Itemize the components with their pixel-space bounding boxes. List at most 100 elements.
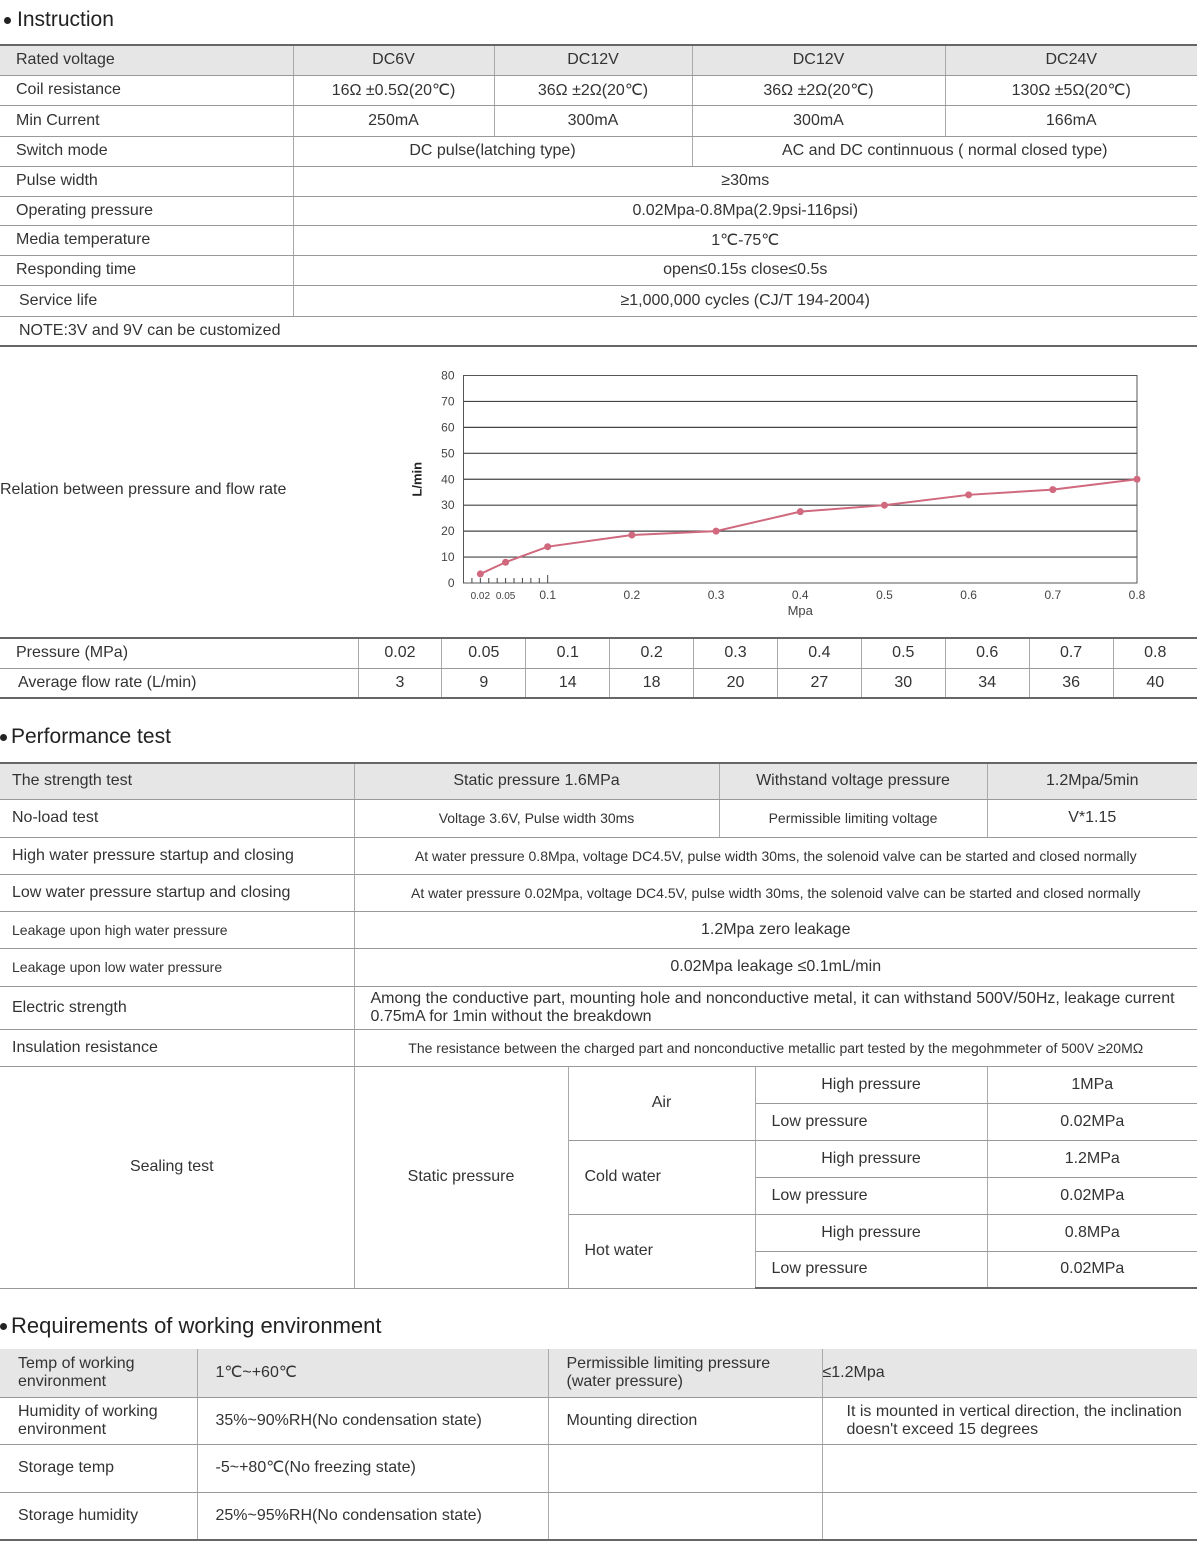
cell: 0.02MPa	[986, 1251, 1198, 1289]
flow-cell: 40	[1112, 668, 1197, 699]
row-label: Low water pressure startup and closing	[0, 874, 355, 912]
row-label: High water pressure startup and closing	[0, 837, 355, 875]
x-tick-label: 0.4	[792, 588, 809, 602]
pressure-flow-chart: 0 10 20 30 40 50 60 70 80 0.02 0.05 0.1 0.2 0.3 0.4 0.5…	[410, 369, 1146, 619]
row-label: Electric strength	[0, 986, 355, 1030]
row-label: Coil resistance	[0, 75, 294, 106]
flow-cell: 3	[357, 668, 443, 699]
table-row: Media temperature 1℃-75℃	[0, 225, 1197, 256]
data-point	[476, 570, 484, 578]
table-row: Low water pressure startup and closing A…	[0, 874, 1198, 912]
y-tick-label: 60	[441, 420, 455, 434]
cell: 36Ω ±2Ω(20℃)	[493, 75, 693, 106]
table-row: Pulse width ≥30ms	[0, 166, 1197, 197]
row-label: Leakage upon high water pressure	[0, 911, 355, 949]
cell: DC6V	[292, 44, 495, 76]
cell: At water pressure 0.02Mpa, voltage DC4.5…	[353, 874, 1198, 912]
flow-cell: 18	[609, 668, 695, 699]
data-point	[544, 543, 552, 551]
table-row: Coil resistance 16Ω ±0.5Ω(20℃) 36Ω ±2Ω(2…	[0, 75, 1197, 106]
cell: 35%~90%RH(No condensation state)	[196, 1397, 549, 1445]
flow-cell: 27	[776, 668, 862, 699]
performance-table: The strength test Static pressure 1.6MPa…	[0, 762, 1198, 1289]
x-tick-label: 0.3	[708, 588, 725, 602]
table-row: Electric strength Among the conductive p…	[0, 986, 1198, 1030]
x-tick-label: 0.1	[539, 588, 556, 602]
data-point	[965, 491, 973, 499]
cell: -5~+80℃(No freezing state)	[196, 1444, 549, 1493]
cell: 25%~95%RH(No condensation state)	[196, 1492, 549, 1541]
pressure-cell: 0.02	[357, 637, 443, 669]
x-tick-label: 0.02	[471, 591, 491, 602]
cell: 300mA	[691, 105, 946, 137]
pressure-cell: 0.3	[693, 637, 778, 669]
cell: 250mA	[292, 105, 495, 137]
cell: 1MPa	[986, 1066, 1198, 1104]
data-point	[1133, 475, 1141, 483]
data-point	[502, 558, 510, 566]
cell: Permissible limiting voltage	[718, 799, 988, 838]
table-row: Low pressure 0.02MPa	[0, 1251, 1198, 1289]
y-tick-label: 40	[441, 472, 455, 486]
data-point	[880, 501, 888, 509]
cell	[547, 1444, 823, 1493]
cell: DC12V	[493, 44, 693, 76]
cell: 300mA	[493, 105, 693, 137]
cell: 36Ω ±2Ω(20℃)	[691, 75, 946, 106]
cell: Voltage 3.6V, Pulse width 30ms	[353, 799, 720, 838]
cell: Low pressure	[755, 1177, 988, 1215]
section-title-instruction: Instruction	[4, 8, 114, 32]
cell	[821, 1492, 1197, 1541]
row-label: Storage humidity	[0, 1492, 198, 1541]
section-title-environment: Requirements of working environment	[0, 1313, 382, 1339]
cell: DC pulse(latching type)	[292, 136, 693, 167]
flow-line	[479, 478, 1138, 575]
x-axis-label: Mpa	[788, 603, 814, 618]
pressure-cell: 0.6	[944, 637, 1030, 669]
table-row: Service life ≥1,000,000 cycles (CJ/T 194…	[0, 285, 1197, 317]
cell: At water pressure 0.8Mpa, voltage DC4.5V…	[353, 837, 1198, 875]
y-axis-label: L/min	[410, 462, 425, 497]
bullet-icon	[0, 733, 7, 741]
x-tick-label: 0.7	[1044, 588, 1061, 602]
cell: ≥30ms	[292, 166, 1197, 197]
row-label: Pressure (MPa)	[0, 637, 359, 669]
table-row: Sealing test Static pressure Air High pr…	[0, 1066, 1198, 1289]
row-label: Rated voltage	[0, 44, 294, 76]
medium-cold-water: Cold water	[568, 1140, 756, 1215]
row-label: The strength test	[0, 762, 355, 800]
cell: High pressure	[754, 1066, 988, 1104]
row-label: Storage temp	[0, 1444, 198, 1493]
row-label: Switch mode	[0, 136, 294, 167]
y-tick-label: 20	[441, 524, 455, 538]
row-label: Pulse width	[0, 166, 294, 197]
table-row: Temp of working environment 1℃~+60℃ Permis…	[0, 1349, 1197, 1398]
medium-hot-water: Hot water	[568, 1214, 756, 1289]
cell: High pressure	[754, 1140, 988, 1178]
row-label: Leakage upon low water pressure	[0, 948, 355, 987]
x-tick-label: 0.2	[624, 588, 641, 602]
cell: AC and DC continnuous ( normal closed ty…	[691, 136, 1197, 167]
cell: 1.2Mpa/5min	[986, 762, 1198, 800]
y-tick-label: 0	[448, 576, 455, 590]
instruction-table: Rated voltage DC6V DC12V DC12V DC24V Coi…	[0, 44, 1197, 347]
cell: 16Ω ±0.5Ω(20℃)	[292, 75, 495, 106]
table-row: Storage humidity 25%~95%RH(No condensatio…	[0, 1492, 1197, 1541]
pressure-cell: 0.7	[1028, 637, 1114, 669]
row-label: Media temperature	[0, 225, 294, 256]
chart-label: Relation between pressure and flow rate	[0, 481, 287, 498]
table-row: No-load test Voltage 3.6V, Pulse width 3…	[0, 799, 1198, 838]
row-label: Average flow rate (L/min)	[0, 668, 359, 699]
flow-cell: 30	[860, 668, 946, 699]
data-point	[712, 527, 720, 535]
flow-cell: 36	[1028, 668, 1114, 699]
table-row: Average flow rate (L/min) 3 9 14 18 20 27 30 34…	[0, 668, 1197, 699]
table-row: Min Current 250mA 300mA 300mA 166mA	[0, 105, 1197, 137]
flow-cell: 34	[944, 668, 1030, 699]
sealing-test-label: Sealing test	[0, 1066, 355, 1289]
table-row: Leakage upon low water pressure 0.02Mpa …	[0, 948, 1198, 987]
table-row: Operating pressure 0.02Mpa-0.8Mpa(2.9psi…	[0, 196, 1197, 226]
row-label: Service life	[0, 285, 294, 317]
y-tick-label: 30	[441, 498, 455, 512]
x-tick-label: 0.8	[1129, 588, 1146, 602]
